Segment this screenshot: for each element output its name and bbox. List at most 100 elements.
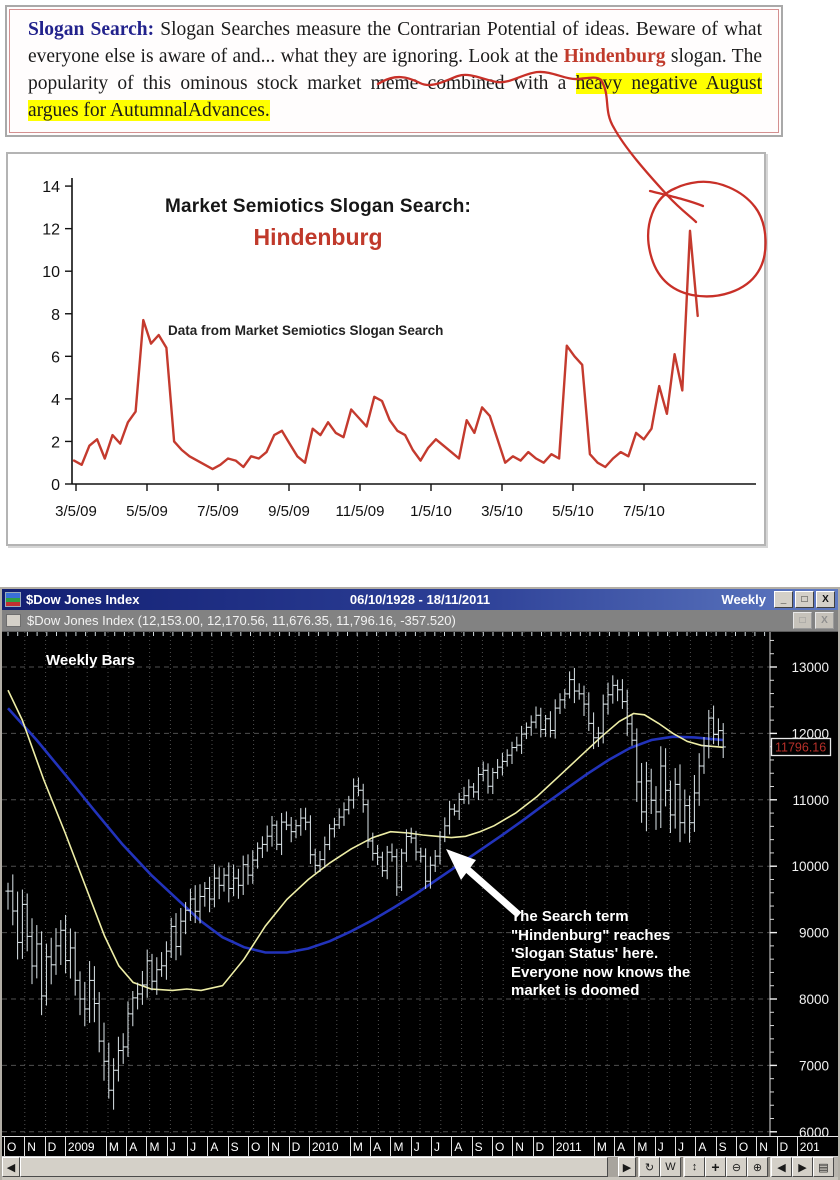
month-label: O: [491, 1137, 512, 1156]
chart-toolbar: ↻ W ↕ + ⊖ ⊕ ◀ ▶ ▤: [639, 1157, 834, 1177]
month-label: D: [44, 1137, 65, 1156]
month-label: A: [451, 1137, 471, 1156]
moving-average-fast: [7, 689, 724, 992]
svg-text:5/5/09: 5/5/09: [126, 503, 168, 520]
svg-text:7000: 7000: [799, 1058, 829, 1073]
year-label: 201: [796, 1137, 827, 1156]
dow-title-bar[interactable]: $Dow Jones Index 06/10/1928 - 18/11/2011…: [2, 589, 838, 610]
scroll-left-button[interactable]: ◀: [2, 1157, 20, 1177]
vertical-scale-icon[interactable]: ↕: [684, 1157, 705, 1177]
pane-close-button[interactable]: X: [815, 612, 834, 629]
month-label: A: [207, 1137, 227, 1156]
zoom-out-icon[interactable]: ⊖: [726, 1157, 747, 1177]
window-title: $Dow Jones Index: [26, 592, 140, 607]
month-label: S: [227, 1137, 248, 1156]
toolbar-separator: [768, 1157, 771, 1177]
year-label: 2011: [552, 1137, 594, 1156]
month-label: M: [390, 1137, 410, 1156]
callout-line: market is doomed: [511, 982, 640, 999]
quote-line: $Dow Jones Index (12,153.00, 12,170.56, …: [27, 613, 456, 628]
month-label: J: [410, 1137, 431, 1156]
callout-arrow-head: [446, 849, 476, 880]
dow-jones-window: $Dow Jones Index 06/10/1928 - 18/11/2011…: [0, 587, 840, 1180]
month-label: A: [126, 1137, 146, 1156]
weekly-period-icon[interactable]: W: [660, 1157, 681, 1177]
month-label: O: [247, 1137, 268, 1156]
month-label: N: [756, 1137, 776, 1156]
note-segment-plain: Slogan Searches measure the Contrarian P…: [28, 19, 762, 67]
pan-icon[interactable]: +: [705, 1157, 726, 1177]
month-label: A: [614, 1137, 634, 1156]
svg-text:14: 14: [42, 179, 60, 196]
svg-text:2: 2: [51, 434, 60, 451]
close-button[interactable]: X: [816, 591, 835, 608]
month-label: S: [471, 1137, 492, 1156]
svg-text:12000: 12000: [791, 726, 829, 741]
scroll-right-button[interactable]: ▶: [618, 1157, 636, 1177]
minimize-button[interactable]: _: [774, 591, 793, 608]
month-label: A: [695, 1137, 715, 1156]
svg-text:3/5/10: 3/5/10: [481, 503, 523, 520]
chart-pane-icon: [6, 614, 21, 627]
slogan-chart-subtitle: Hindenburg: [253, 224, 383, 250]
zoom-in-icon[interactable]: ⊕: [747, 1157, 768, 1177]
callout-line: Everyone now knows the: [511, 963, 691, 981]
month-label: J: [654, 1137, 675, 1156]
year-label: 2009: [64, 1137, 106, 1156]
svg-text:10: 10: [42, 264, 60, 281]
last-price-tag: [770, 737, 832, 757]
month-axis: O N D 2009 M A M J J A S O N D 2010 M A M J J A S O N D 2011 M A M J J…: [2, 1136, 838, 1157]
note-segment-title: Slogan Search:: [28, 19, 155, 40]
slogan-note-panel: Slogan Search: Slogan Searches measure t…: [5, 5, 783, 137]
svg-text:7/5/09: 7/5/09: [197, 503, 239, 520]
pane-maximize-button[interactable]: □: [793, 612, 812, 629]
month-label: J: [187, 1137, 207, 1156]
month-label: D: [288, 1137, 309, 1156]
scrollbar-track[interactable]: [608, 1157, 618, 1177]
month-label: J: [166, 1137, 187, 1156]
month-label: M: [105, 1137, 126, 1156]
svg-text:8000: 8000: [799, 992, 829, 1007]
svg-text:1/5/10: 1/5/10: [410, 503, 452, 520]
month-label: M: [593, 1137, 614, 1156]
maximize-button[interactable]: □: [795, 591, 814, 608]
month-label: N: [268, 1137, 288, 1156]
list-icon[interactable]: ▤: [813, 1157, 834, 1177]
svg-text:6000: 6000: [799, 1125, 829, 1136]
slogan-line-chart: 0 2 4 6 8 10 12 14 3/5/09 5/5/09 7/5/09 9/5/09 11/5/…: [42, 178, 756, 520]
dow-ohlc-chart: 6000 7000 8000 9000 10000 11000 12000 13000 1179…: [2, 632, 832, 1136]
svg-text:6: 6: [51, 349, 60, 366]
month-label: D: [776, 1137, 797, 1156]
page-left-icon[interactable]: ◀: [771, 1157, 792, 1177]
month-label: M: [634, 1137, 654, 1156]
dow-chart-area[interactable]: 6000 7000 8000 9000 10000 11000 12000 13000 1179…: [2, 632, 838, 1136]
app-icon: [5, 592, 21, 607]
svg-text:0: 0: [51, 477, 60, 494]
slogan-chart-panel: 0 2 4 6 8 10 12 14 3/5/09 5/5/09 7/5/09 9/5/09 11/5/…: [6, 152, 766, 546]
month-label: S: [715, 1137, 736, 1156]
refresh-icon[interactable]: ↻: [639, 1157, 660, 1177]
slogan-chart-title: Market Semiotics Slogan Search:: [164, 196, 472, 217]
slogan-note-text: Slogan Search: Slogan Searches measure t…: [9, 9, 779, 133]
svg-text:11/5/09: 11/5/09: [336, 503, 385, 520]
note-segment-red: Hindenburg: [563, 46, 666, 67]
svg-text:7/5/10: 7/5/10: [623, 503, 665, 520]
svg-text:9000: 9000: [799, 926, 829, 941]
moving-average-slow: [7, 707, 724, 954]
year-label: 2010: [308, 1137, 350, 1156]
month-label: N: [24, 1137, 44, 1156]
callout-line: "Hindenburg" reaches: [511, 926, 671, 944]
svg-text:10000: 10000: [791, 859, 829, 874]
callout-line: The Search term: [511, 908, 629, 925]
svg-text:4: 4: [51, 392, 60, 409]
month-label: O: [4, 1137, 24, 1156]
weekly-bars-label: Weekly Bars: [46, 652, 135, 669]
callout-line: 'Slogan Status' here.: [511, 945, 659, 962]
svg-text:12: 12: [42, 222, 60, 239]
scrollbar-thumb[interactable]: [20, 1157, 608, 1177]
svg-text:9/5/09: 9/5/09: [268, 503, 310, 520]
horizontal-scrollbar[interactable]: ◀ ▶ ↻ W ↕ + ⊖ ⊕ ◀ ▶ ▤: [2, 1157, 838, 1177]
page-right-icon[interactable]: ▶: [792, 1157, 813, 1177]
month-label: J: [675, 1137, 695, 1156]
